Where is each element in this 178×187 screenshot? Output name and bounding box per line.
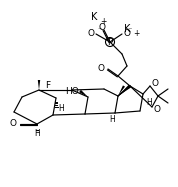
Text: K: K <box>91 12 97 22</box>
Text: O: O <box>124 28 131 38</box>
Text: F: F <box>45 80 50 90</box>
Text: H: H <box>146 97 152 107</box>
Polygon shape <box>118 85 131 96</box>
Text: HO: HO <box>65 87 79 96</box>
Text: O: O <box>153 105 160 114</box>
Text: O: O <box>151 79 158 88</box>
Text: H: H <box>58 103 64 113</box>
Polygon shape <box>118 85 125 96</box>
Text: H: H <box>34 130 40 139</box>
Text: ⁻: ⁻ <box>127 25 131 34</box>
Text: K: K <box>124 24 130 34</box>
Polygon shape <box>38 80 40 90</box>
Polygon shape <box>79 90 88 97</box>
Text: O: O <box>98 22 106 31</box>
Text: +: + <box>133 29 139 38</box>
Text: P: P <box>107 38 113 47</box>
Text: ⁻: ⁻ <box>97 25 101 34</box>
Text: +: + <box>100 17 106 26</box>
Text: O: O <box>98 64 105 73</box>
Text: O: O <box>10 119 17 128</box>
Text: H: H <box>109 114 115 123</box>
Text: O: O <box>87 28 94 38</box>
